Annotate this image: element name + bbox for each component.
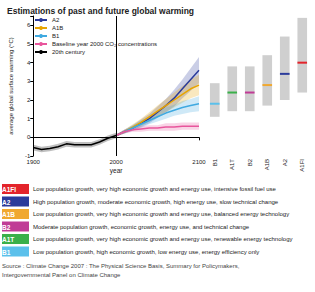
svg-text:B2: B2 (247, 158, 253, 166)
svg-text:A1B: A1B (52, 25, 63, 31)
svg-text:B1: B1 (2, 249, 11, 256)
svg-text:0: 0 (27, 134, 31, 140)
svg-text:Low population growth, very hi: Low population growth, very high economi… (33, 186, 276, 192)
svg-text:A2: A2 (2, 199, 11, 206)
svg-text:A1T: A1T (2, 236, 14, 243)
svg-text:A1FI: A1FI (299, 159, 305, 172)
svg-text:Estimations of past and future: Estimations of past and future global wa… (7, 6, 194, 16)
svg-text:A1T: A1T (229, 159, 235, 170)
svg-text:year: year (110, 167, 123, 175)
svg-text:2000: 2000 (109, 159, 123, 165)
svg-text:-1: -1 (24, 153, 31, 159)
svg-text:Moderate population growth, ec: Moderate population growth, economic gro… (33, 224, 250, 230)
svg-text:average global surface warming: average global surface warming (°C) (8, 37, 14, 134)
svg-text:Low population growth, high ec: Low population growth, high economic gro… (33, 249, 259, 255)
svg-text:A1FI: A1FI (2, 186, 16, 193)
svg-text:Baseline year 2000 CO₂ concent: Baseline year 2000 CO₂ concentrations (52, 41, 157, 47)
svg-text:A1B: A1B (2, 211, 15, 218)
svg-text:3: 3 (27, 78, 31, 84)
svg-text:B1: B1 (52, 33, 60, 39)
svg-text:B2: B2 (2, 224, 11, 231)
svg-text:1: 1 (27, 116, 31, 122)
svg-text:A2: A2 (282, 158, 288, 166)
svg-text:Source : Climate Change 2007 :: Source : Climate Change 2007 : The Physi… (2, 263, 240, 269)
svg-text:4: 4 (27, 60, 31, 66)
svg-text:5: 5 (27, 41, 31, 47)
svg-text:High population growth, modera: High population growth, moderate economi… (33, 199, 279, 205)
svg-text:Low population growth, very hi: Low population growth, very high economi… (33, 236, 293, 242)
svg-text:Intergovernmental Panel on Cli: Intergovernmental Panel on Climate Chang… (2, 272, 121, 278)
svg-text:1900: 1900 (27, 159, 41, 165)
svg-text:2: 2 (27, 97, 31, 103)
svg-text:A2: A2 (52, 17, 60, 23)
svg-text:20th century: 20th century (52, 49, 85, 55)
svg-text:Low population growth, very hi: Low population growth, very high economi… (33, 211, 289, 217)
svg-text:B1: B1 (212, 158, 218, 166)
svg-text:2100: 2100 (192, 159, 206, 165)
svg-text:6: 6 (27, 22, 31, 28)
svg-text:A1B: A1B (264, 159, 270, 170)
